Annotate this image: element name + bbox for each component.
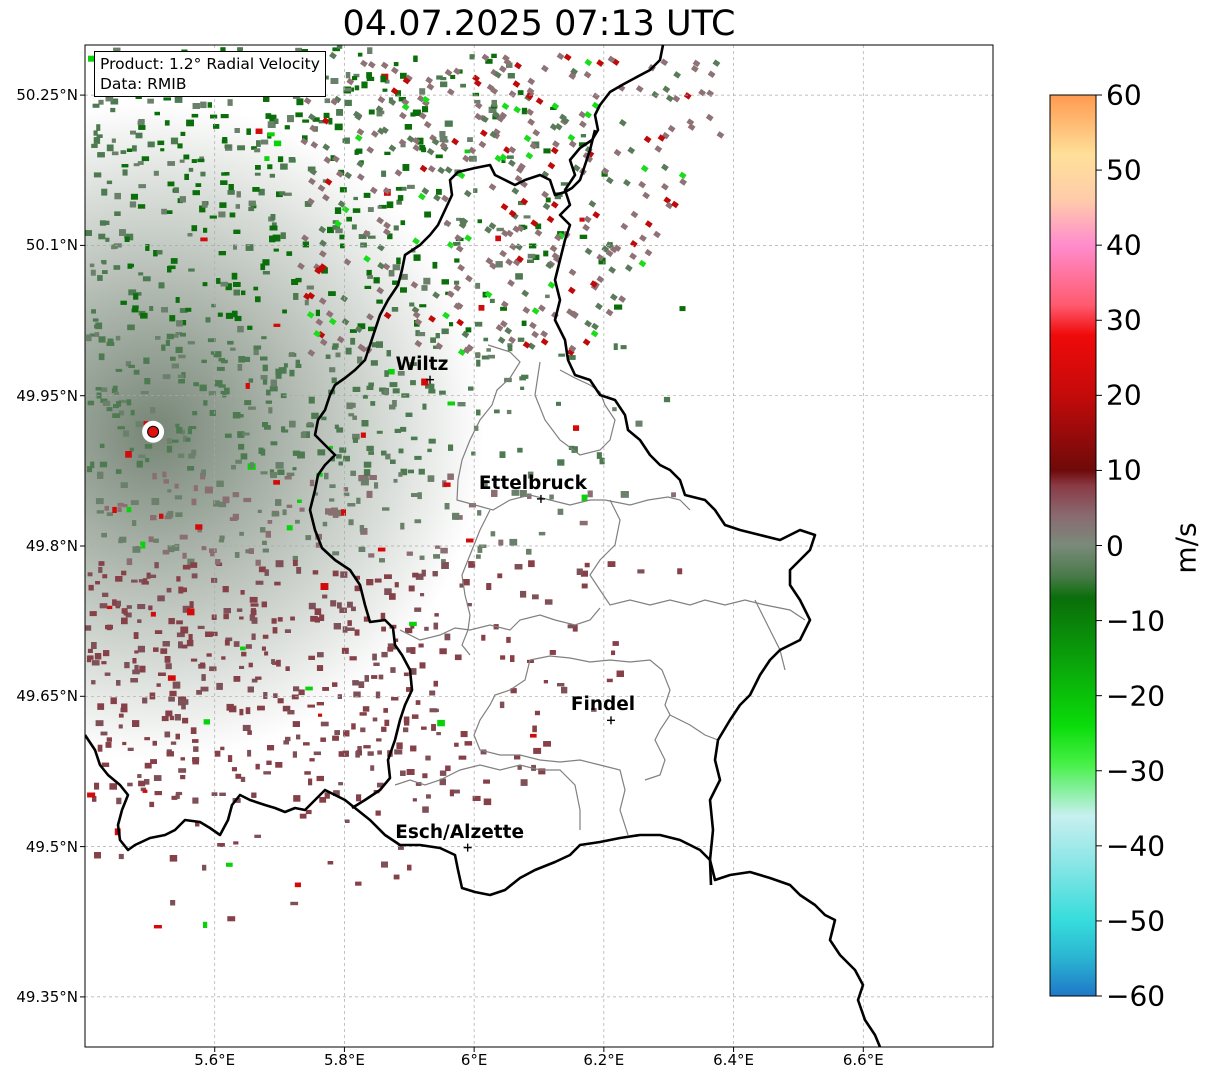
product-label: Product: 1.2° Radial Velocity [100, 55, 320, 73]
lat-label: 50.25°N [16, 86, 78, 105]
lat-label: 49.95°N [16, 386, 78, 405]
city-label: Esch/Alzette [395, 821, 525, 843]
colorbar-tick-label: −60 [1106, 979, 1166, 1013]
city-label: Findel [570, 694, 636, 716]
lon-label: 5.8°E [324, 1051, 365, 1069]
lat-label: 49.65°N [16, 687, 78, 706]
radar-site-marker [142, 420, 165, 443]
lat-label: 49.5°N [25, 837, 78, 856]
lat-label: 50.1°N [25, 236, 78, 255]
colorbar [1050, 95, 1096, 996]
colorbar-tick-label: 10 [1106, 453, 1142, 487]
country-borders [85, 45, 882, 1047]
lon-label: 6.2°E [583, 1051, 625, 1069]
colorbar-tick-label: −10 [1106, 604, 1166, 638]
data-source-label: Data: RMIB [100, 75, 187, 93]
lat-label: 49.8°N [25, 537, 78, 555]
colorbar-tick-label: −40 [1106, 829, 1166, 863]
colorbar-tick-label: −50 [1106, 904, 1166, 938]
lon-label: 6°E [460, 1051, 488, 1069]
lon-label: 6.4°E [713, 1051, 754, 1069]
colorbar-tick-label: 20 [1106, 378, 1142, 412]
colorbar-tick-label: 40 [1106, 228, 1142, 262]
colorbar-tick-label: −30 [1106, 754, 1166, 788]
graticule [85, 45, 993, 1047]
map-title: 04.07.2025 07:13 UTC [342, 4, 736, 44]
city-label: Ettelbruck [478, 472, 587, 494]
lat-label: 49.35°N [16, 987, 78, 1006]
product-info-box: Product: 1.2° Radial Velocity Data: RMIB [94, 51, 326, 97]
lon-label: 5.6°E [194, 1051, 236, 1069]
colorbar-tick-label: 0 [1106, 529, 1124, 562]
colorbar-tick-label: 50 [1106, 153, 1142, 187]
velocity-echoes [85, 45, 725, 929]
lon-label: 6.6°E [842, 1051, 884, 1069]
colorbar-unit-label: m/s [1169, 522, 1203, 574]
canton-borders [394, 344, 806, 836]
city-label: Wiltz [395, 353, 449, 375]
city-markers [426, 375, 615, 852]
axis-ticks [80, 94, 864, 1052]
colorbar-ticks [1096, 94, 1102, 997]
colorbar-tick-label: 30 [1106, 303, 1142, 337]
colorbar-tick-label: 60 [1106, 78, 1142, 112]
colorbar-tick-label: −20 [1106, 679, 1166, 713]
